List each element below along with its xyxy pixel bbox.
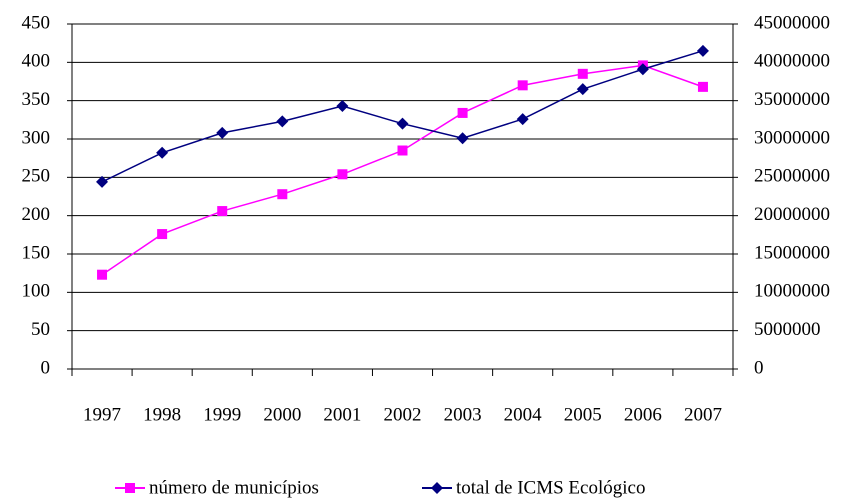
y2-tick-label: 30000000 [754,127,830,148]
marker [516,113,529,126]
x-tick-label: 2000 [263,404,301,425]
y2-tick-label: 0 [754,357,764,378]
marker [457,107,468,118]
y-tick-label: 400 [22,51,51,72]
y2-tick-label: 25000000 [754,166,830,187]
x-tick-label: 2004 [504,404,543,425]
y-tick-label: 50 [31,319,50,340]
x-tick-label: 2005 [564,404,602,425]
y2-tick-label: 15000000 [754,242,830,263]
marker [397,145,408,156]
x-tick-label: 1997 [83,404,121,425]
y2-tick-label: 10000000 [754,281,830,302]
marker [96,175,109,188]
marker [697,81,708,92]
y2-tick-label: 45000000 [754,12,830,33]
series-line [101,64,704,276]
y-tick-label: 200 [22,204,51,225]
marker [456,132,469,145]
marker [216,126,229,139]
marker [277,189,288,200]
y-tick-label: 300 [22,127,51,148]
y-tick-label: 100 [22,281,51,302]
legend-label: número de municípios [149,477,319,498]
x-tick-label: 2001 [323,404,361,425]
marker [517,80,528,91]
marker [157,229,168,240]
x-tick-label: 2006 [624,404,662,425]
y-tick-label: 450 [22,12,51,33]
marker [337,169,348,180]
y-tick-label: 350 [22,89,51,110]
y-tick-label: 150 [22,242,51,263]
legend-marker [125,483,135,493]
marker [97,269,108,280]
y-tick-label: 250 [22,166,51,187]
marker [396,117,409,130]
x-tick-label: 2003 [444,404,482,425]
marker [276,115,289,128]
y2-tick-label: 20000000 [754,204,830,225]
y2-tick-label: 5000000 [754,319,821,340]
y-tick-label: 0 [41,357,51,378]
marker [156,146,169,159]
marker [336,100,349,113]
x-tick-label: 1999 [203,404,241,425]
series-line [101,50,704,183]
marker [636,63,649,76]
x-tick-label: 2002 [384,404,422,425]
x-tick-label: 2007 [684,404,722,425]
x-tick-label: 1998 [143,404,181,425]
y2-tick-label: 40000000 [754,51,830,72]
marker [576,83,589,96]
marker [577,68,588,79]
legend: número de municípios total de ICMS Ecoló… [115,477,645,498]
legend-marker [431,482,443,494]
legend-label: total de ICMS Ecológico [456,477,645,498]
marker [217,206,228,217]
marker [696,44,709,57]
y2-tick-label: 35000000 [754,89,830,110]
